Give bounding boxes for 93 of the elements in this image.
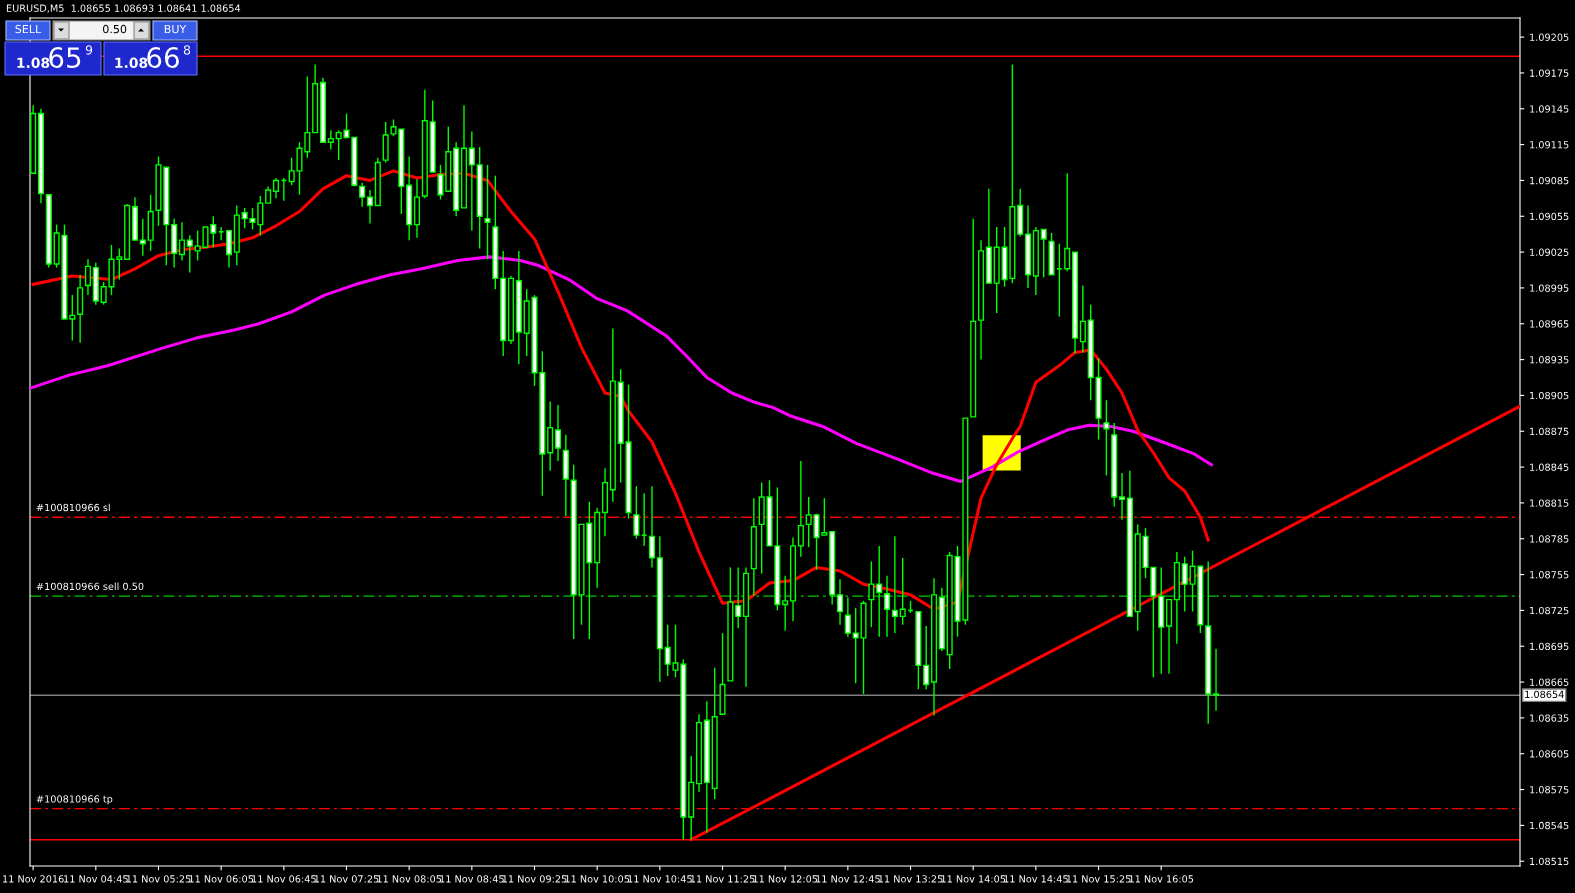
annotation: 9 <box>85 45 93 55</box>
x-tick-label: 11 Nov 09:25 <box>502 875 567 883</box>
x-tick-label: 11 Nov 10:05 <box>565 875 630 883</box>
candlestick <box>359 182 366 208</box>
x-tick-label: 11 Nov 08:05 <box>377 875 442 883</box>
candlestick <box>327 129 334 151</box>
x-tick-label: 11 Nov 06:45 <box>252 875 316 883</box>
y-tick-label: 1.09085 <box>1530 176 1569 185</box>
candlestick <box>797 460 804 558</box>
candlestick <box>1103 399 1110 477</box>
candlestick <box>1079 284 1086 354</box>
candlestick <box>468 130 475 232</box>
x-tick-label: 11 Nov 07:25 <box>314 875 379 883</box>
x-tick-label: 11 Nov 11:25 <box>690 875 755 883</box>
candlestick <box>366 189 374 225</box>
candlestick <box>735 566 742 630</box>
annotation: 66 <box>147 47 179 69</box>
y-tick-label: 1.08905 <box>1530 391 1569 400</box>
y-tick-label: 1.08515 <box>1530 857 1569 866</box>
x-tick-label: 11 Nov 2016 <box>3 875 64 883</box>
y-tick-label: 1.08545 <box>1530 821 1569 830</box>
x-tick-label: 11 Nov 04:45 <box>64 875 128 883</box>
y-tick-label: 1.08935 <box>1530 356 1569 364</box>
y-tick-label: 1.08755 <box>1530 571 1569 579</box>
candlestick <box>84 258 92 296</box>
candlestick <box>139 217 146 257</box>
x-tick-label: 11 Nov 12:45 <box>816 875 880 883</box>
y-tick-label: 1.09115 <box>1530 141 1569 149</box>
y-tick-label: 1.09175 <box>1530 69 1569 77</box>
annotation: 65 <box>49 47 81 69</box>
candlestick <box>868 560 875 628</box>
ref-line-label: #100810966 sl <box>36 503 110 512</box>
y-tick-label: 1.09145 <box>1530 105 1569 113</box>
y-tick-label: 1.08965 <box>1530 320 1569 328</box>
y-tick-label: 1.09055 <box>1530 212 1569 221</box>
y-tick-label: 1.08785 <box>1530 535 1569 543</box>
annotation: 1.08 <box>115 57 148 69</box>
y-tick-label: 1.08665 <box>1530 678 1569 686</box>
y-tick-label: 1.08695 <box>1530 642 1569 651</box>
y-tick-label: 1.08875 <box>1530 427 1569 436</box>
line-series <box>30 255 1213 483</box>
candlestick <box>178 221 186 262</box>
y-tick-label: 1.08995 <box>1530 284 1569 292</box>
x-tick-label: 11 Nov 10:45 <box>628 875 692 883</box>
x-tick-label: 11 Nov 05:25 <box>126 875 191 883</box>
candlestick <box>272 177 280 200</box>
candlestick <box>836 578 844 626</box>
x-tick-label: 11 Nov 06:05 <box>189 875 254 883</box>
candlestick <box>633 485 640 540</box>
ref-line-label: #100810966 sell 0.50 <box>36 582 144 591</box>
annotation: 0.50 <box>102 24 127 34</box>
candlestick <box>225 229 233 269</box>
candlestick <box>891 535 898 634</box>
candlestick <box>1056 243 1063 318</box>
annotation: 1.08 <box>17 57 50 69</box>
x-tick-label: 11 Nov 08:45 <box>440 875 504 883</box>
y-tick-label: 1.09025 <box>1530 248 1569 256</box>
x-tick-label: 11 Nov 14:45 <box>1004 875 1068 883</box>
candlestick <box>554 404 562 462</box>
annotation: SELL <box>15 24 42 34</box>
x-tick-label: 11 Nov 15:25 <box>1066 875 1131 883</box>
y-tick-label: 1.08605 <box>1530 750 1569 758</box>
ref-line-label: 1.08654 <box>1525 690 1564 699</box>
candlestick <box>883 575 891 638</box>
y-tick-label: 1.09205 <box>1530 33 1569 41</box>
candlestick <box>1064 172 1071 272</box>
candlestick <box>899 557 906 626</box>
y-tick-label: 1.08575 <box>1530 786 1569 794</box>
y-tick-label: 1.08815 <box>1530 499 1569 507</box>
x-tick-label: 11 Nov 13:25 <box>878 875 943 883</box>
chart-title: EURUSD,M5 1.08655 1.08693 1.08641 1.08654 <box>6 4 241 13</box>
candlestick <box>1118 472 1126 521</box>
candlestick <box>640 492 648 547</box>
y-tick-label: 1.08845 <box>1530 463 1569 471</box>
y-tick-label: 1.08635 <box>1530 714 1569 722</box>
x-tick-label: 11 Nov 16:05 <box>1129 875 1194 883</box>
candlestick <box>844 596 851 638</box>
x-tick-label: 11 Nov 12:05 <box>753 875 818 883</box>
candlestick <box>876 545 883 638</box>
candlestick <box>923 625 930 690</box>
candlestick <box>217 226 225 241</box>
ref-line-label: #100810966 tp <box>36 795 113 805</box>
candlestick <box>782 575 789 632</box>
candlestick <box>648 485 656 569</box>
annotation: 8 <box>183 45 191 55</box>
candlestick <box>1213 647 1220 712</box>
candlestick <box>1181 555 1188 613</box>
candlestick <box>186 234 193 274</box>
x-tick-label: 11 Nov 14:05 <box>941 875 1006 883</box>
annotation: BUY <box>164 24 187 34</box>
candlestick <box>484 164 491 260</box>
candlestick <box>1040 228 1047 278</box>
y-tick-label: 1.08725 <box>1530 606 1569 615</box>
